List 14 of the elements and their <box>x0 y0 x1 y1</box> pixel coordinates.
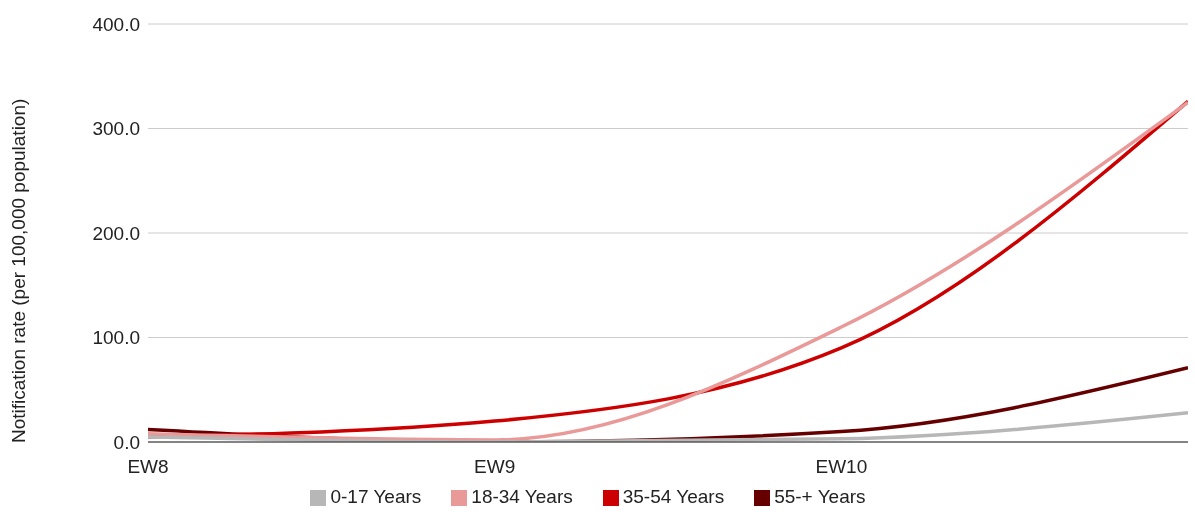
y-tick-label: 300.0 <box>92 118 140 140</box>
legend-label: 55-+ Years <box>774 486 866 507</box>
x-tick-label: EW9 <box>474 456 516 478</box>
x-tick-label: EW8 <box>127 456 169 478</box>
legend-label: 35-54 Years <box>622 486 725 507</box>
y-axis-title: Notification rate (per 100,000 population) <box>7 98 29 443</box>
legend-label: 18-34 Years <box>471 486 573 507</box>
y-tick-label: 200.0 <box>92 222 140 244</box>
line-series <box>146 410 1188 442</box>
y-tick-label: 400.0 <box>92 13 140 35</box>
x-tick-label: EW10 <box>815 456 868 478</box>
y-tick-label: 0.0 <box>113 431 140 453</box>
y-tick-label: 100.0 <box>92 327 140 349</box>
legend-label: 0-17 Years <box>330 486 422 507</box>
